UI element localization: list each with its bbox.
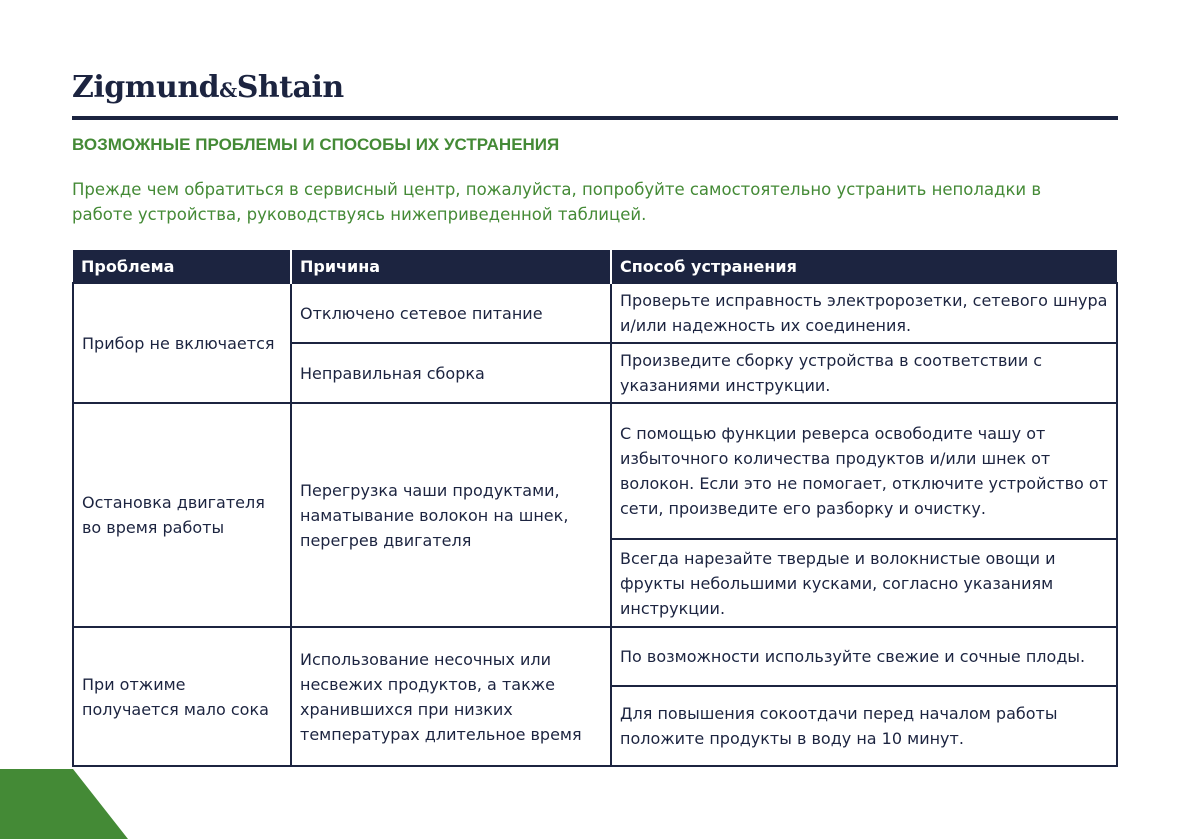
cause-cell: Неправильная сборка bbox=[290, 342, 612, 404]
table-row: Неправильная сборка Произведите сборку у… bbox=[73, 342, 1118, 404]
solution-cell: По возможности используйте свежие и сочн… bbox=[610, 626, 1118, 687]
problem-cell: Прибор не включается bbox=[72, 282, 292, 404]
table-row: Для повышения сокоотдачи перед началом р… bbox=[73, 685, 1118, 767]
solution-cell: С помощью функции реверса освободите чаш… bbox=[610, 402, 1118, 540]
header-problem: Проблема bbox=[73, 250, 291, 283]
header-solution: Способ устранения bbox=[610, 250, 1117, 283]
section-title: ВОЗМОЖНЫЕ ПРОБЛЕМЫ И СПОСОБЫ ИХ УСТРАНЕН… bbox=[72, 135, 560, 154]
table-row: Прибор не включается Отключено сетевое п… bbox=[72, 282, 1118, 404]
table-row: Всегда нарезайте твердые и волокнистые о… bbox=[73, 538, 1118, 628]
table-row: Остановка двигателя во время работы Пере… bbox=[72, 402, 1118, 628]
corner-decoration bbox=[0, 769, 128, 839]
brand-logo: Zigmund&Shtain bbox=[72, 70, 344, 105]
cause-cell: Использование несочных или несвежих прод… bbox=[290, 626, 612, 767]
solution-cell: Всегда нарезайте твердые и волокнистые о… bbox=[610, 538, 1118, 628]
problem-cell: Остановка двигателя во время работы bbox=[72, 402, 292, 628]
problem-cell: При отжиме получается мало сока bbox=[72, 626, 292, 767]
solution-cell: Произведите сборку устройства в соответс… bbox=[610, 342, 1118, 404]
solution-cell: Проверьте исправность электророзетки, се… bbox=[610, 282, 1118, 344]
cause-cell: Отключено сетевое питание bbox=[290, 282, 612, 344]
solution-cell: Для повышения сокоотдачи перед началом р… bbox=[610, 685, 1118, 767]
troubleshooting-table: Проблема Причина Способ устранения Прибо… bbox=[72, 250, 1118, 767]
table-row: При отжиме получается мало сока Использо… bbox=[72, 626, 1118, 767]
table-header-row: Проблема Причина Способ устранения bbox=[73, 250, 1117, 283]
cause-cell: Перегрузка чаши продуктами, наматывание … bbox=[290, 402, 612, 628]
header-cause: Причина bbox=[290, 250, 611, 283]
header-divider bbox=[72, 116, 1118, 120]
intro-text: Прежде чем обратиться в сервисный центр,… bbox=[72, 180, 1042, 224]
